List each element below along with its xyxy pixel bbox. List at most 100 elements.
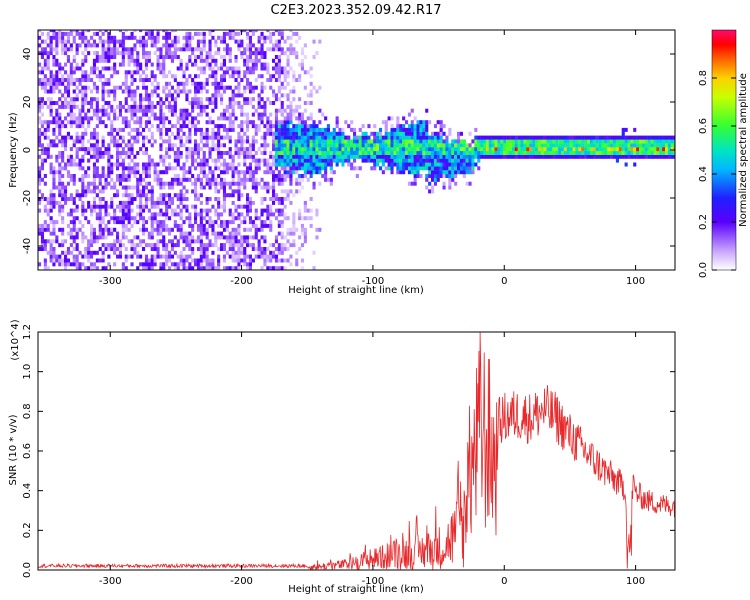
spectrogram-cell (64, 189, 68, 194)
spectrogram-cell (225, 170, 229, 175)
spectrogram-cell (289, 127, 293, 132)
spectrogram-cell (58, 124, 62, 129)
spectrogram-cell (182, 247, 186, 251)
spectrogram-cell (659, 139, 663, 144)
spectrogram-cell (72, 223, 76, 228)
spectrogram-cell (431, 189, 435, 194)
spectrogram-cell (243, 131, 247, 136)
spectrogram-cell (46, 250, 50, 255)
spectrogram-cell (260, 220, 264, 225)
spectrogram-cell (78, 147, 82, 152)
spectrogram-cell (367, 151, 371, 155)
spectrogram-cell (194, 239, 198, 244)
spectrogram-cell (390, 124, 394, 129)
spectrogram-cell (604, 147, 608, 152)
spectrogram-cell (292, 31, 296, 36)
spectrogram-cell (431, 154, 435, 159)
spectrogram-cell (214, 212, 218, 217)
spectrogram-cell (55, 78, 59, 82)
spectrogram-cell (416, 120, 420, 125)
spectrogram-cell (194, 97, 198, 102)
spectrogram-cell (124, 254, 128, 259)
spectrogram-cell (104, 181, 108, 186)
spectrogram-cell (121, 62, 125, 67)
spectrogram-cell (246, 254, 250, 259)
spectrogram-cell (257, 166, 261, 171)
spectrogram-cell (52, 193, 56, 198)
spectrogram-cell (98, 154, 102, 159)
spectrogram-cell (526, 151, 530, 155)
spectrogram-cell (72, 181, 76, 186)
spectrogram-cell (381, 147, 385, 152)
spectrogram-cell (283, 204, 287, 209)
spectrogram-cell (379, 158, 383, 163)
spectrogram-cell (95, 58, 99, 63)
spectrogram-cell (139, 39, 143, 44)
spectrogram-cell (173, 174, 177, 178)
spectrogram-cell (659, 147, 663, 152)
spectrogram-cell (298, 166, 302, 171)
spectrogram-cell (257, 101, 261, 105)
spectrogram-cell (277, 74, 281, 79)
spectrogram-cell (75, 31, 79, 36)
spectrogram-cell (196, 197, 200, 201)
spectrogram-cell (87, 174, 91, 178)
spectrogram-cell (670, 147, 674, 152)
spectrogram-cell (78, 250, 82, 255)
spectrogram-cell (298, 124, 302, 129)
spectrogram-cell (162, 55, 166, 59)
spectrogram-cell (110, 166, 114, 171)
spectrogram-cell (217, 158, 221, 163)
spectrogram-cell (90, 262, 94, 267)
spectrogram-cell (220, 231, 224, 236)
spectrogram-cell (61, 81, 65, 86)
spectrogram-cell (251, 258, 255, 263)
spectrogram-cell (358, 154, 362, 159)
spectrogram-cell (107, 158, 111, 163)
spectrogram-cell (234, 243, 238, 248)
spectrogram-cell (292, 89, 296, 94)
spectrogram-cell (234, 166, 238, 171)
spectrogram-cell (442, 166, 446, 171)
spectrogram-cell (280, 135, 284, 140)
spectrogram-cell (205, 162, 209, 167)
spectrogram-cell (584, 147, 588, 152)
spectrogram-cell (170, 208, 174, 213)
spectrogram-cell (269, 31, 273, 36)
spectrogram-cell (188, 166, 192, 171)
spectrogram-cell (191, 81, 195, 86)
spectrogram-cell (222, 247, 226, 251)
spectrogram-cell (113, 239, 117, 244)
spectrogram-cell (451, 162, 455, 167)
spectrogram-cell (144, 174, 148, 178)
snr-y-tick-label: 0.8 (22, 403, 33, 419)
spectrogram-cell (442, 158, 446, 163)
spectrogram-cell (75, 208, 79, 213)
spectrogram-cell (277, 127, 281, 132)
spectrogram-cell (436, 174, 440, 178)
spectrogram-cell (188, 31, 192, 36)
spectrogram-cell (231, 154, 235, 159)
spectrogram-cell (497, 139, 501, 144)
spectrogram-cell (540, 135, 544, 140)
spectrogram-cell (90, 143, 94, 148)
spectrogram-cell (61, 101, 65, 105)
spectrogram-cell (75, 51, 79, 56)
spectrogram-cell (170, 85, 174, 90)
spectrogram-cell (139, 43, 143, 48)
spectrogram-cell (442, 139, 446, 144)
spectrogram-cell (196, 151, 200, 155)
spectrogram-cell (393, 154, 397, 159)
spectrogram-cell (217, 166, 221, 171)
spectrogram-cell (144, 204, 148, 209)
spectrogram-cell (211, 74, 215, 79)
spectrogram-cell (64, 258, 68, 263)
spectrogram-cell (636, 143, 640, 148)
spectrogram-cell (243, 62, 247, 67)
spectrogram-cell (214, 104, 218, 109)
spectrogram-cell (500, 139, 504, 144)
spectrogram-cell (66, 31, 70, 36)
spectrogram-cell (118, 174, 122, 178)
spectrogram-cell (246, 112, 250, 117)
spectrogram-cell (156, 250, 160, 255)
